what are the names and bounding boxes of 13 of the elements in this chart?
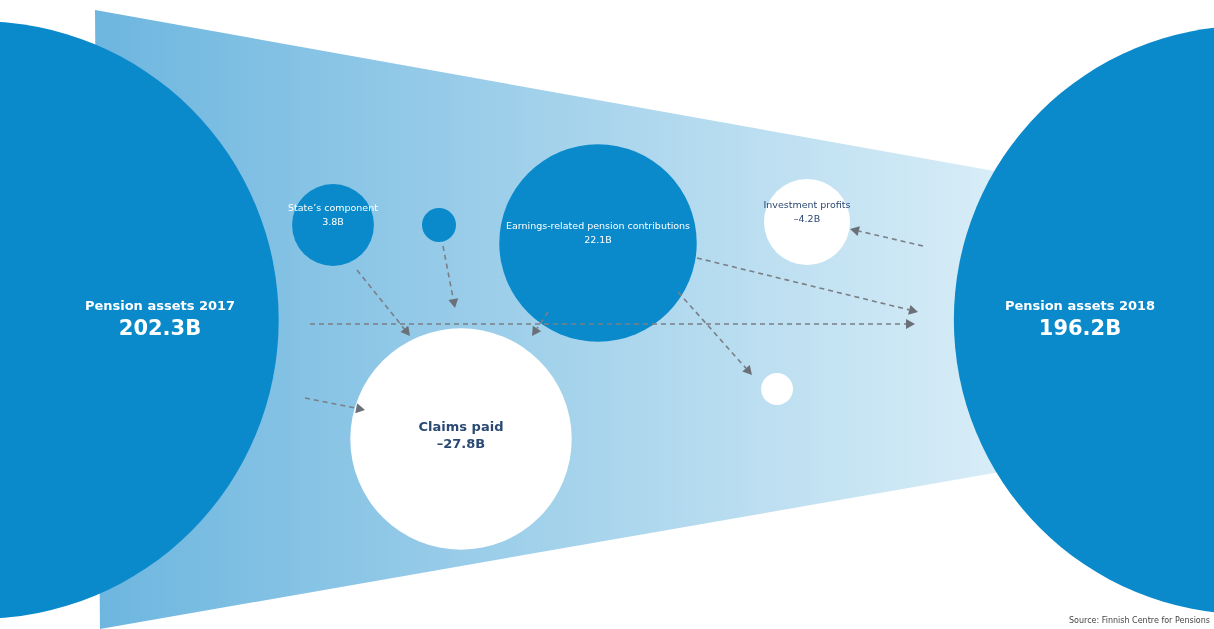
data-label: 3.8B: [322, 215, 344, 227]
data-label: 22.1B: [584, 233, 612, 245]
category-label: Investment profits: [763, 199, 851, 210]
category-label: State’s component: [288, 202, 379, 213]
source-note: Source: Finnish Centre for Pensions: [1069, 616, 1210, 625]
data-label: 196.2B: [1038, 316, 1122, 340]
data-label: 202.3B: [118, 316, 202, 340]
data-label: –27.8B: [436, 436, 486, 451]
category-label: Claims paid: [418, 419, 504, 434]
category-label: Pension assets 2018: [1004, 298, 1156, 313]
category-label: Earnings-related pension contributions: [505, 220, 691, 231]
category-label: Pension assets 2017: [84, 298, 236, 313]
data-label: –4.2B: [793, 212, 821, 224]
